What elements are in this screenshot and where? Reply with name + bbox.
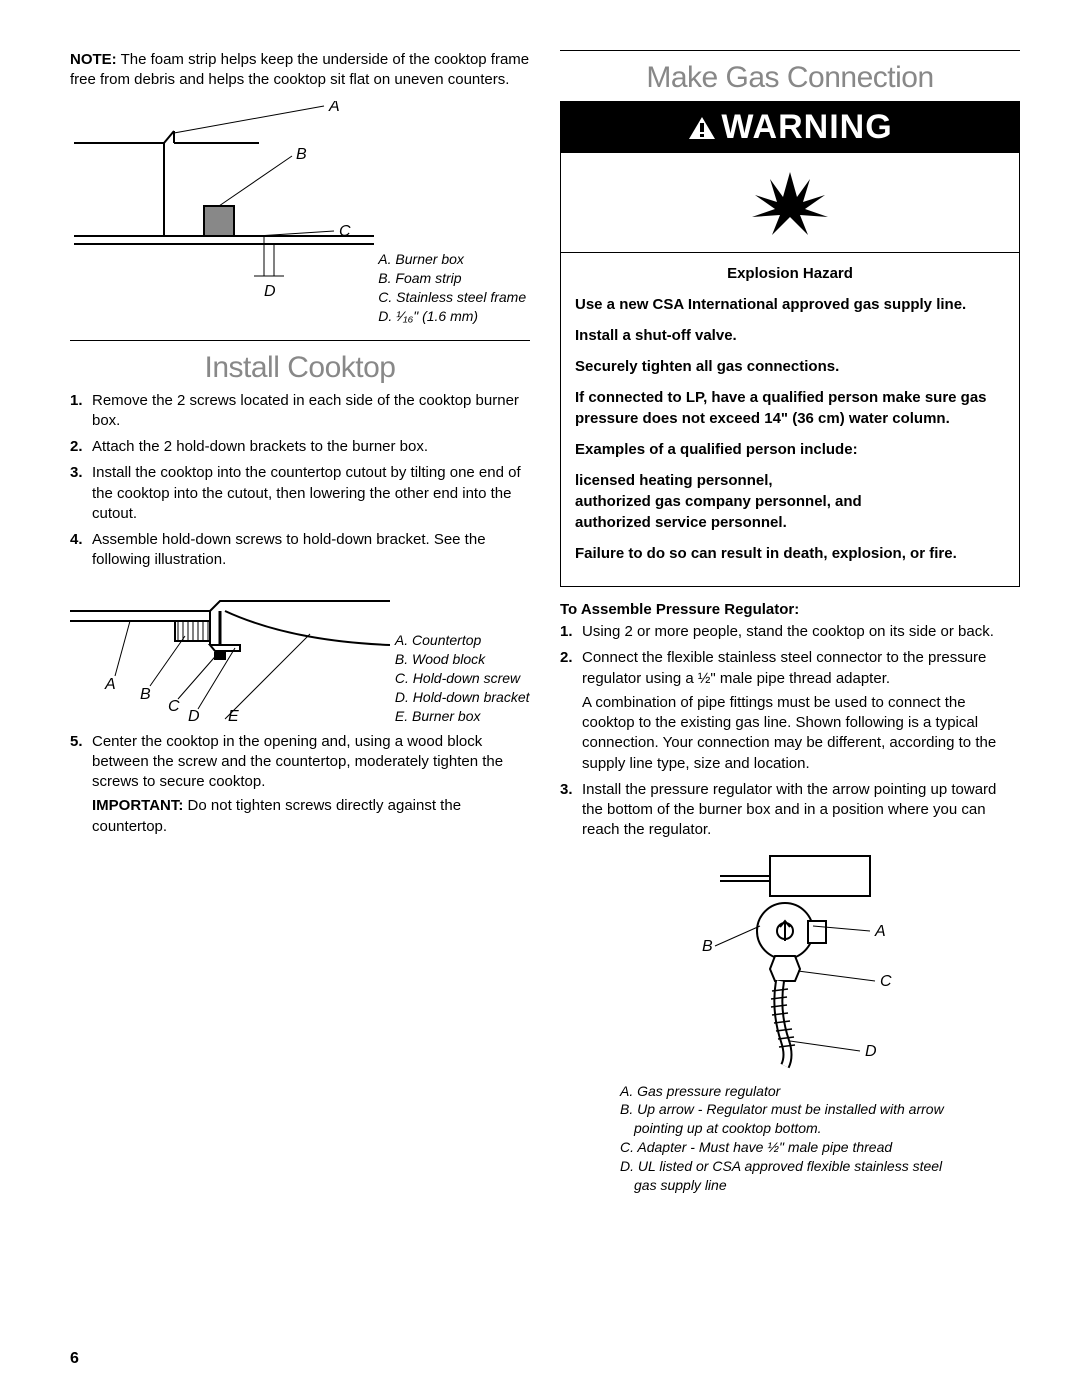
caption-line: B. Wood block <box>395 650 530 669</box>
warning-qualified: licensed heating personnel, authorized g… <box>575 470 1005 533</box>
label-b: B <box>296 146 307 163</box>
caption-line: A. Burner box <box>378 250 526 269</box>
label-d3: D <box>865 1043 877 1060</box>
label-c2: C <box>168 698 180 715</box>
diagram3-caption: A. Gas pressure regulator B. Up arrow - … <box>620 1082 960 1195</box>
alert-triangle-icon <box>687 115 717 141</box>
install-steps-cont: 5. Center the cooktop in the opening and… <box>70 732 530 837</box>
warning-word: WARNING <box>721 108 892 147</box>
note-text: The foam strip helps keep the underside … <box>70 51 529 88</box>
caption-line: C. Stainless steel frame <box>378 288 526 307</box>
caption-line: D. ¹⁄₁₆" (1.6 mm) <box>378 307 526 326</box>
warning-body: Explosion Hazard Use a new CSA Internati… <box>561 253 1019 586</box>
label-a: A <box>328 101 340 115</box>
step-1: 1.Remove the 2 screws located in each si… <box>70 391 530 432</box>
step-3: 3.Install the cooktop into the counterto… <box>70 463 530 524</box>
caption-line: C. Adapter - Must have ½" male pipe thre… <box>620 1138 960 1157</box>
diagram-regulator-svg: A B C D <box>660 851 920 1071</box>
important-note: IMPORTANT: Do not tighten screws directl… <box>92 796 530 837</box>
divider <box>70 340 530 341</box>
warning-line: Securely tighten all gas connections. <box>575 356 1005 377</box>
caption-line: E. Burner box <box>395 707 530 726</box>
step-5: 5. Center the cooktop in the opening and… <box>70 732 530 837</box>
page-number: 6 <box>70 1350 79 1368</box>
left-column: NOTE: The foam strip helps keep the unde… <box>70 50 530 1201</box>
label-d: D <box>264 283 276 300</box>
important-label: IMPORTANT: <box>92 797 183 814</box>
page: NOTE: The foam strip helps keep the unde… <box>0 0 1080 1241</box>
regulator-steps: 1.Using 2 or more people, stand the cook… <box>560 622 1020 841</box>
warning-box: WARNING Explosion Hazard Use a new CSA I… <box>560 101 1020 587</box>
warning-line: If connected to LP, have a qualified per… <box>575 387 1005 429</box>
label-c3: C <box>880 973 892 990</box>
explosion-icon <box>750 167 830 237</box>
install-cooktop-title: Install Cooktop <box>70 351 530 385</box>
caption-line: B. Up arrow - Regulator must be installe… <box>620 1100 960 1138</box>
caption-line: C. Hold-down screw <box>395 669 530 688</box>
reg-step-1: 1.Using 2 or more people, stand the cook… <box>560 622 1020 642</box>
caption-line: B. Foam strip <box>378 269 526 288</box>
diagram-foam-strip: A B C D A. Burner box B. Foam strip C. S… <box>70 101 530 326</box>
warning-line: Install a shut-off valve. <box>575 325 1005 346</box>
right-column: Make Gas Connection WARNING Explosion Ha… <box>560 50 1020 1201</box>
label-a3: A <box>874 923 886 940</box>
note-label: NOTE: <box>70 51 117 68</box>
explosion-icon-area <box>561 153 1019 253</box>
label-c: C <box>339 223 351 240</box>
caption-line: A. Countertop <box>395 631 530 650</box>
diagram2-caption: A. Countertop B. Wood block C. Hold-down… <box>395 631 530 725</box>
step-4: 4.Assemble hold-down screws to hold-down… <box>70 530 530 571</box>
hazard-title: Explosion Hazard <box>575 263 1005 284</box>
diagram-regulator: A B C D A. Gas pressure regulator B. Up … <box>560 851 1020 1195</box>
note-paragraph: NOTE: The foam strip helps keep the unde… <box>70 50 530 91</box>
diagram-holddown: A B C D E A. Countertop B. Wood block C.… <box>70 581 530 726</box>
label-d2: D <box>188 708 200 721</box>
divider <box>560 50 1020 51</box>
caption-line: A. Gas pressure regulator <box>620 1082 960 1101</box>
warning-header: WARNING <box>561 102 1019 153</box>
install-steps: 1.Remove the 2 screws located in each si… <box>70 391 530 571</box>
diagram-foam-strip-svg: A B C D <box>74 101 374 321</box>
warning-line: Use a new CSA International approved gas… <box>575 294 1005 315</box>
label-a2: A <box>104 676 116 693</box>
diagram1-caption: A. Burner box B. Foam strip C. Stainless… <box>378 250 526 326</box>
reg-step-3: 3.Install the pressure regulator with th… <box>560 780 1020 841</box>
reg-step-extra: A combination of pipe fittings must be u… <box>582 693 1020 774</box>
diagram-holddown-svg: A B C D E <box>70 581 390 721</box>
reg-step-2: 2. Connect the flexible stainless steel … <box>560 648 1020 774</box>
assemble-regulator-heading: To Assemble Pressure Regulator: <box>560 601 1020 618</box>
gas-connection-title: Make Gas Connection <box>560 61 1020 95</box>
label-b2: B <box>140 686 151 703</box>
label-e2: E <box>228 708 239 721</box>
step-2: 2.Attach the 2 hold-down brackets to the… <box>70 437 530 457</box>
caption-line: D. UL listed or CSA approved flexible st… <box>620 1157 960 1195</box>
caption-line: D. Hold-down bracket <box>395 688 530 707</box>
warning-failure: Failure to do so can result in death, ex… <box>575 543 1005 564</box>
label-b3: B <box>702 938 713 955</box>
warning-line: Examples of a qualified person include: <box>575 439 1005 460</box>
